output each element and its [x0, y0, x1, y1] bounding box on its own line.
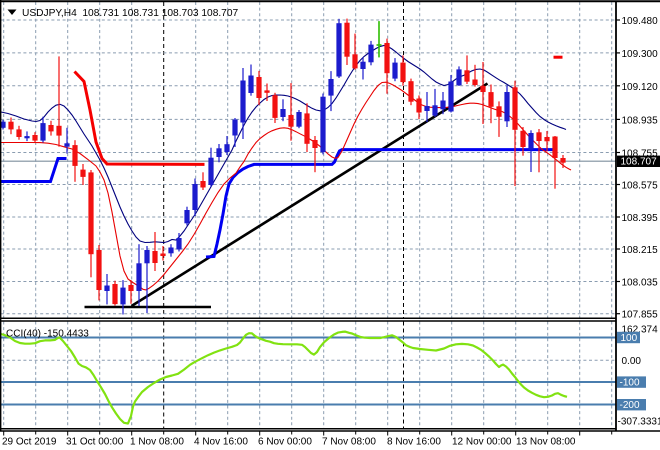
svg-text:29 Oct 2019: 29 Oct 2019	[2, 437, 57, 448]
svg-text:7 Nov 08:00: 7 Nov 08:00	[322, 437, 376, 448]
svg-text:-307.3331: -307.3331	[618, 417, 660, 428]
svg-text:108.707: 108.707	[621, 157, 658, 168]
svg-text:108.575: 108.575	[622, 181, 659, 192]
svg-text:108.755: 108.755	[622, 149, 659, 160]
svg-text:1 Nov 08:00: 1 Nov 08:00	[130, 437, 184, 448]
svg-text:4 Nov 16:00: 4 Nov 16:00	[194, 437, 248, 448]
svg-text:107.855: 107.855	[622, 310, 659, 321]
svg-text:8 Nov 16:00: 8 Nov 16:00	[387, 437, 441, 448]
svg-text:108.935: 108.935	[622, 115, 659, 126]
svg-text:109.300: 109.300	[622, 49, 659, 60]
svg-text:108.035: 108.035	[622, 278, 659, 289]
svg-text:109.120: 109.120	[622, 82, 659, 93]
svg-text:-100: -100	[620, 377, 640, 388]
svg-text:31 Oct 00:00: 31 Oct 00:00	[66, 437, 124, 448]
svg-text:162.374: 162.374	[622, 325, 659, 336]
svg-text:-200: -200	[620, 400, 640, 411]
svg-text:0.00: 0.00	[622, 356, 642, 367]
svg-text:12 Nov 00:00: 12 Nov 00:00	[452, 437, 512, 448]
svg-text:109.480: 109.480	[622, 16, 659, 27]
svg-text:100: 100	[621, 333, 638, 344]
svg-text:108.215: 108.215	[622, 245, 659, 256]
svg-text:CCI(40) -150.4433: CCI(40) -150.4433	[6, 329, 89, 340]
svg-text:6 Nov 00:00: 6 Nov 00:00	[258, 437, 312, 448]
svg-text:USDJPY,H4 108.731 108.731 108: USDJPY,H4 108.731 108.731 108.703 108.70…	[22, 8, 239, 19]
svg-text:108.395: 108.395	[622, 213, 659, 224]
svg-text:13 Nov 08:00: 13 Nov 08:00	[516, 437, 576, 448]
